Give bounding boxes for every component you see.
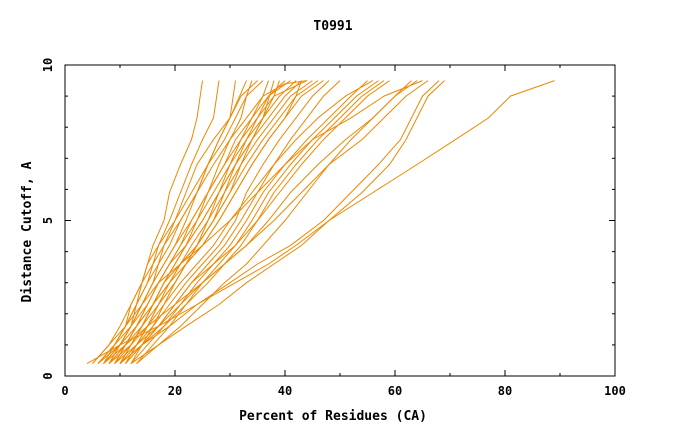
series-line — [130, 80, 368, 364]
x-tick-label: 80 — [498, 384, 512, 398]
series-line — [97, 80, 423, 364]
series-lines — [86, 80, 555, 365]
series-line — [108, 80, 269, 364]
axis-ticks — [64, 64, 616, 377]
y-tick-label: 0 — [41, 372, 55, 379]
tick-labels: 0 20 40 60 80 100 0 5 10 — [41, 58, 626, 398]
series-line — [125, 80, 330, 364]
series-line — [130, 80, 445, 365]
series-line — [119, 80, 280, 364]
y-tick-label: 10 — [41, 58, 55, 72]
x-axis-label: Percent of Residues (CA) — [239, 409, 427, 424]
series-line — [108, 80, 374, 364]
series-line — [125, 80, 390, 364]
series-line — [103, 80, 302, 364]
chart-title: T0991 — [313, 19, 352, 34]
x-tick-label: 40 — [278, 384, 292, 398]
x-tick-label: 20 — [168, 384, 182, 398]
x-tick-label: 60 — [388, 384, 402, 398]
plot-frame — [64, 64, 616, 377]
x-tick-label: 0 — [61, 384, 68, 398]
series-line — [86, 80, 555, 365]
y-tick-label: 5 — [41, 217, 55, 224]
series-line — [92, 80, 308, 364]
series-line — [103, 80, 429, 364]
series-line — [92, 80, 203, 364]
series-line — [103, 80, 236, 364]
series-line — [119, 80, 440, 364]
series-line — [119, 80, 385, 364]
series-line — [103, 80, 247, 364]
series-line — [136, 80, 379, 364]
series-line — [114, 80, 297, 364]
y-axis-label: Distance Cutoff, A — [20, 161, 35, 302]
series-line — [114, 80, 418, 364]
series-line — [136, 80, 412, 364]
x-tick-label: 100 — [604, 384, 626, 398]
